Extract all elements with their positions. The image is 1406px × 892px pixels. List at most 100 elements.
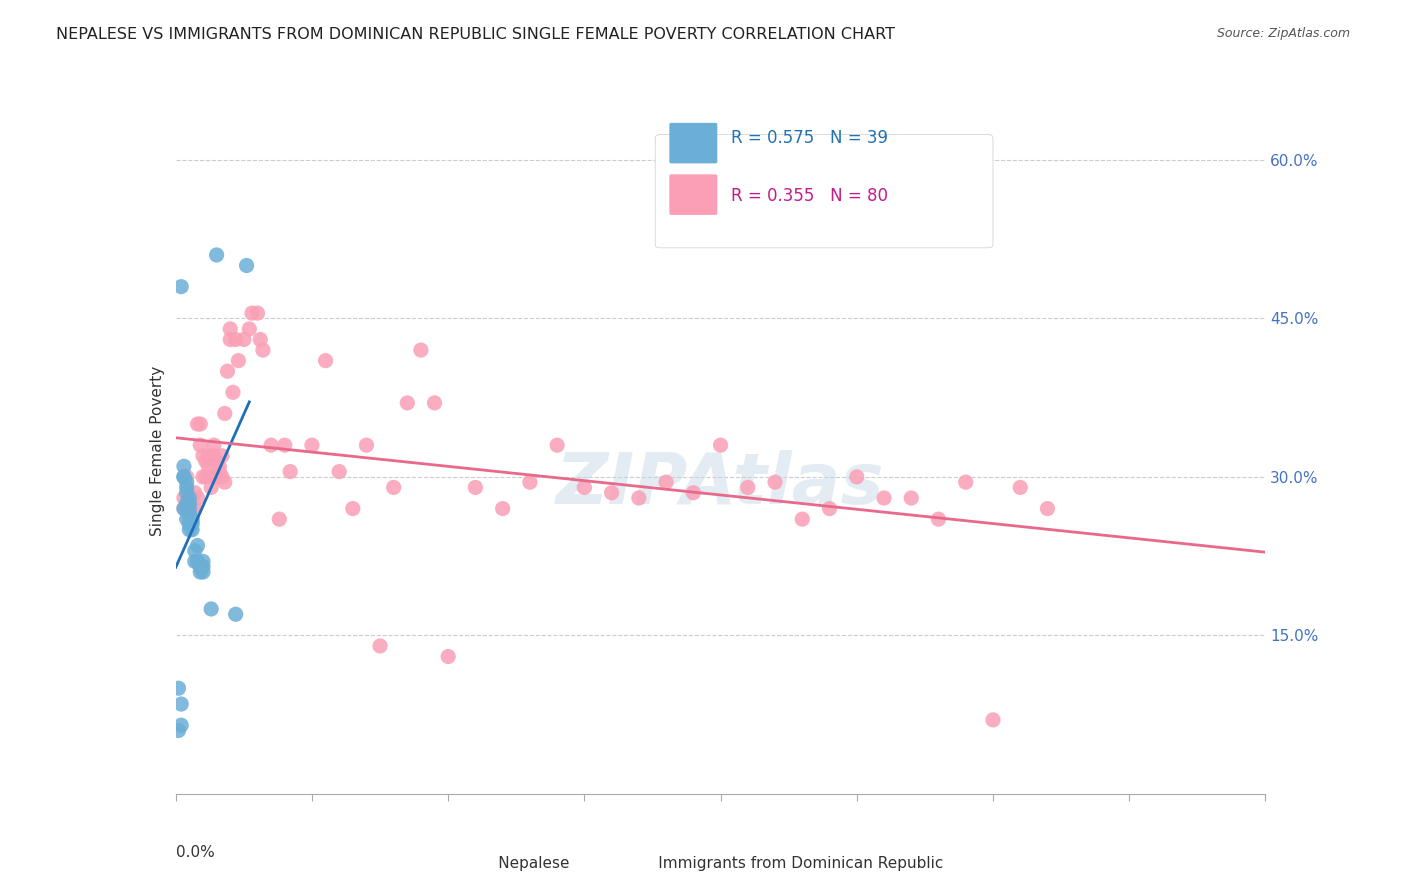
- Point: [208, 459, 231, 474]
- FancyBboxPatch shape: [669, 174, 717, 215]
- Point: [219, 333, 242, 347]
- Point: [342, 501, 364, 516]
- Text: Source: ZipAtlas.com: Source: ZipAtlas.com: [1216, 27, 1350, 40]
- Point: [205, 248, 228, 262]
- Point: [167, 681, 190, 696]
- Point: [1010, 480, 1032, 494]
- Point: [269, 512, 291, 526]
- Point: [181, 501, 204, 516]
- Point: [181, 523, 204, 537]
- Point: [574, 480, 596, 494]
- Point: [179, 517, 201, 532]
- Text: NEPALESE VS IMMIGRANTS FROM DOMINICAN REPUBLIC SINGLE FEMALE POVERTY CORRELATION: NEPALESE VS IMMIGRANTS FROM DOMINICAN RE…: [56, 27, 896, 42]
- Point: [191, 559, 214, 574]
- Point: [274, 438, 297, 452]
- Point: [627, 491, 650, 505]
- Point: [437, 649, 460, 664]
- Point: [181, 512, 204, 526]
- Point: [184, 544, 207, 558]
- Point: [179, 491, 201, 505]
- Point: [208, 465, 231, 479]
- Point: [186, 539, 209, 553]
- Point: [238, 322, 260, 336]
- FancyBboxPatch shape: [669, 123, 717, 163]
- Point: [186, 491, 209, 505]
- Point: [315, 353, 337, 368]
- Point: [211, 449, 233, 463]
- Point: [191, 470, 214, 484]
- Point: [173, 501, 195, 516]
- Point: [873, 491, 896, 505]
- Point: [197, 449, 219, 463]
- Point: [173, 470, 195, 484]
- Point: [600, 485, 623, 500]
- Point: [252, 343, 274, 357]
- Point: [423, 396, 446, 410]
- Point: [217, 364, 239, 378]
- Point: [188, 417, 211, 431]
- Point: [792, 512, 814, 526]
- Point: [184, 485, 207, 500]
- Point: [211, 470, 233, 484]
- Point: [186, 417, 209, 431]
- Point: [214, 407, 236, 421]
- Point: [205, 454, 228, 468]
- Point: [194, 470, 217, 484]
- Text: Nepalese: Nepalese: [468, 855, 569, 871]
- Point: [176, 496, 198, 510]
- Point: [763, 475, 786, 490]
- Point: [1036, 501, 1059, 516]
- Point: [188, 559, 211, 574]
- Point: [546, 438, 568, 452]
- Point: [737, 480, 759, 494]
- Point: [214, 475, 236, 490]
- Point: [188, 565, 211, 579]
- Point: [464, 480, 486, 494]
- Point: [179, 523, 201, 537]
- Point: [682, 485, 704, 500]
- Point: [240, 306, 263, 320]
- Y-axis label: Single Female Poverty: Single Female Poverty: [149, 366, 165, 535]
- Point: [179, 491, 201, 505]
- Point: [900, 491, 922, 505]
- Point: [492, 501, 515, 516]
- Point: [173, 491, 195, 505]
- Point: [301, 438, 323, 452]
- Point: [228, 353, 250, 368]
- Point: [235, 259, 257, 273]
- Point: [928, 512, 950, 526]
- Point: [191, 449, 214, 463]
- Point: [176, 485, 198, 500]
- Point: [845, 470, 868, 484]
- Point: [396, 396, 419, 410]
- Point: [176, 501, 198, 516]
- Point: [184, 554, 207, 568]
- Point: [246, 306, 269, 320]
- Point: [170, 279, 193, 293]
- Point: [278, 465, 301, 479]
- Point: [200, 602, 222, 616]
- Point: [179, 501, 201, 516]
- Point: [981, 713, 1004, 727]
- Point: [249, 333, 271, 347]
- Point: [519, 475, 541, 490]
- Point: [179, 496, 201, 510]
- Point: [194, 454, 217, 468]
- Text: R = 0.575   N = 39: R = 0.575 N = 39: [731, 129, 889, 147]
- Point: [184, 501, 207, 516]
- Point: [222, 385, 245, 400]
- Point: [655, 475, 678, 490]
- Text: R = 0.355   N = 80: R = 0.355 N = 80: [731, 187, 889, 205]
- Point: [179, 512, 201, 526]
- Point: [368, 639, 391, 653]
- Point: [176, 480, 198, 494]
- Point: [170, 718, 193, 732]
- Point: [173, 501, 195, 516]
- Point: [176, 470, 198, 484]
- Point: [181, 517, 204, 532]
- Point: [179, 507, 201, 521]
- Point: [202, 438, 225, 452]
- Point: [200, 480, 222, 494]
- Point: [219, 322, 242, 336]
- Point: [225, 333, 247, 347]
